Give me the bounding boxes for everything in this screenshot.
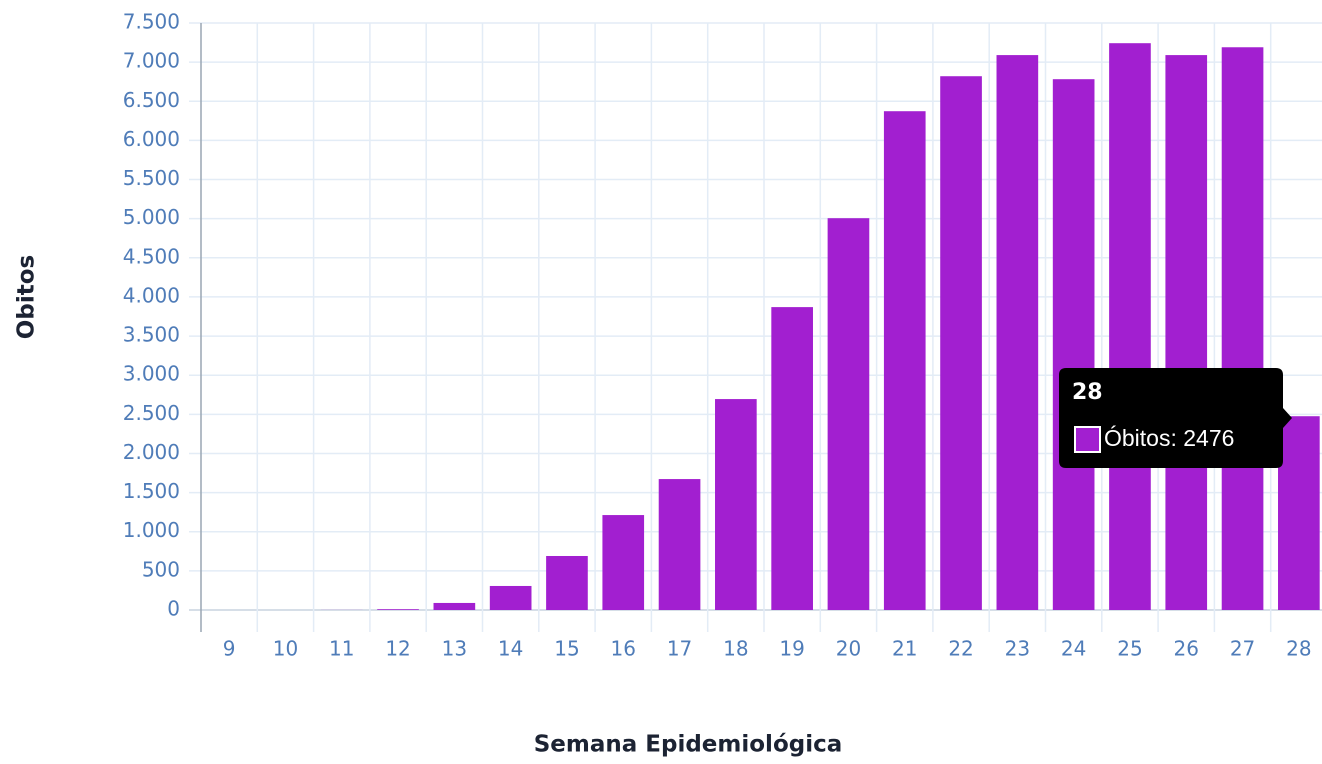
y-tick-label: 1.500 xyxy=(123,479,180,503)
y-tick-label: 2.500 xyxy=(123,401,180,425)
bar xyxy=(434,603,476,610)
x-tick-label: 21 xyxy=(892,637,917,661)
y-tick-label: 3.000 xyxy=(123,362,180,386)
y-tick-label: 4.000 xyxy=(123,283,180,307)
y-tick-label: 6.500 xyxy=(123,88,180,112)
x-tick-label: 14 xyxy=(498,637,523,661)
bar xyxy=(1109,43,1151,610)
tooltip-label: Óbitos: 2476 xyxy=(1104,425,1234,451)
x-tick-label: 15 xyxy=(554,637,579,661)
bar xyxy=(1053,79,1095,610)
y-tick-label: 3.500 xyxy=(123,323,180,347)
bar xyxy=(546,556,588,610)
x-tick-label: 16 xyxy=(611,637,636,661)
x-tick-label: 13 xyxy=(442,637,467,661)
y-tick-label: 1.000 xyxy=(123,518,180,542)
bar xyxy=(715,399,757,610)
bar xyxy=(659,479,701,610)
x-tick-label: 12 xyxy=(385,637,410,661)
y-tick-label: 4.500 xyxy=(123,244,180,268)
x-tick-label: 28 xyxy=(1286,637,1311,661)
x-tick-label: 20 xyxy=(836,637,861,661)
x-tick-label: 22 xyxy=(948,637,973,661)
bar xyxy=(377,609,419,610)
x-tick-label: 11 xyxy=(329,637,354,661)
bar xyxy=(771,307,813,610)
tooltip-swatch xyxy=(1075,427,1100,452)
tooltip-title: 28 xyxy=(1072,380,1103,405)
y-tick-label: 2.000 xyxy=(123,440,180,464)
x-tick-label: 23 xyxy=(1005,637,1030,661)
y-tick-label: 0 xyxy=(167,597,180,621)
bar xyxy=(828,218,870,610)
bar xyxy=(602,515,644,610)
x-tick-label: 9 xyxy=(223,637,236,661)
bar xyxy=(997,55,1039,610)
x-tick-label: 19 xyxy=(779,637,804,661)
x-tick-label: 10 xyxy=(273,637,298,661)
bar xyxy=(1165,55,1207,610)
x-tick-label: 24 xyxy=(1061,637,1086,661)
bar xyxy=(1222,47,1264,610)
x-tick-label: 27 xyxy=(1230,637,1255,661)
x-axis-title: Semana Epidemiológica xyxy=(534,732,843,758)
y-tick-label: 5.500 xyxy=(123,166,180,190)
bar xyxy=(884,111,926,610)
y-tick-label: 7.500 xyxy=(123,10,180,34)
x-tick-label: 25 xyxy=(1117,637,1142,661)
y-tick-label: 7.000 xyxy=(123,49,180,73)
x-tick-label: 18 xyxy=(723,637,748,661)
bar xyxy=(940,76,982,610)
bar xyxy=(490,586,532,610)
y-tick-label: 500 xyxy=(142,557,180,581)
y-tick-label: 5.000 xyxy=(123,205,180,229)
y-tick-label: 6.000 xyxy=(123,127,180,151)
x-tick-label: 17 xyxy=(667,637,692,661)
y-axis-title: Obitos xyxy=(14,255,40,339)
x-tick-label: 26 xyxy=(1174,637,1199,661)
bar xyxy=(1278,416,1320,610)
